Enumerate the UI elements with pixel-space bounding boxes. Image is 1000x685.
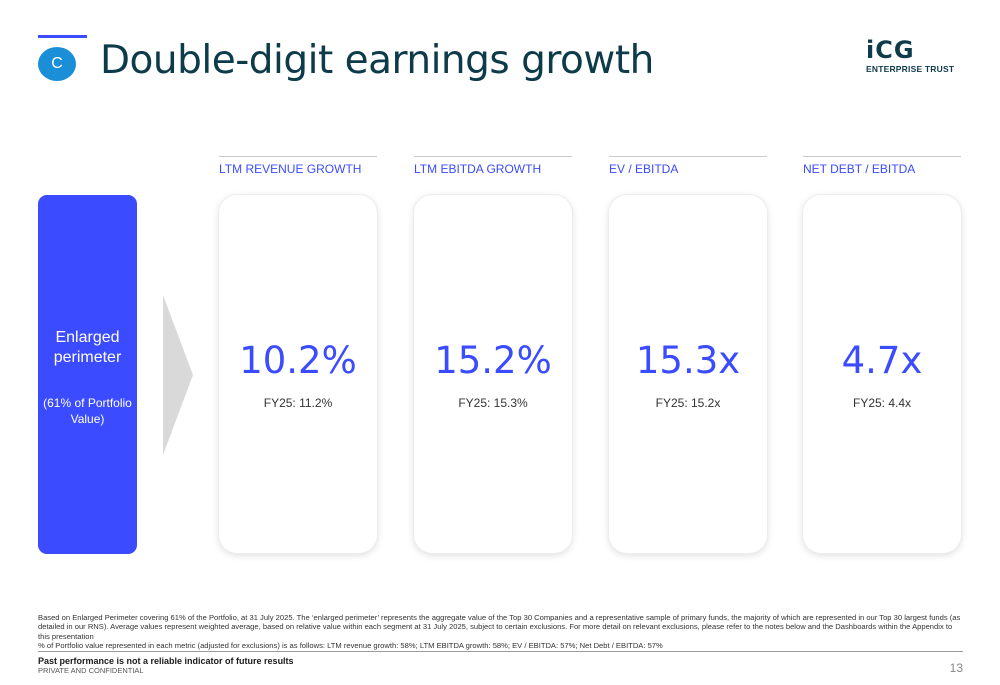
metric-prior-year: FY25: 11.2% [263,396,333,410]
page-number: 13 [949,661,963,675]
company-logo: iCG ENTERPRISE TRUST [866,38,966,74]
segment-title: Enlarged perimeter [53,329,122,366]
metric-header-label: NET DEBT / EBITDA [803,162,916,176]
confidentiality-label: PRIVATE AND CONFIDENTIAL [38,666,144,675]
metric-header-revenue: LTM REVENUE GROWTH [219,156,377,176]
metric-value: 15.3x [635,339,741,382]
segment-subtitle: (61% of Portfolio Value) [43,396,132,426]
logo-mark: iCG [866,36,915,64]
footnotes: Based on Enlarged Perimeter covering 61%… [38,613,963,650]
metric-header-net-debt: NET DEBT / EBITDA [803,156,961,176]
chevron-arrow-icon [163,295,193,455]
performance-disclaimer: Past performance is not a reliable indic… [38,656,294,666]
metric-header-label: EV / EBITDA [609,162,679,176]
metric-card-net-debt: 4.7x FY25: 4.4x [803,195,961,553]
segment-box: Enlarged perimeter (61% of Portfolio Val… [38,195,137,554]
metric-header-ebitda-growth: LTM EBITDA GROWTH [414,156,572,176]
metric-value: 10.2% [239,339,357,382]
metric-value: 4.7x [841,339,923,382]
metric-card-ev-ebitda: 15.3x FY25: 15.2x [609,195,767,553]
metric-prior-year: FY25: 4.4x [852,396,912,410]
metric-header-label: LTM REVENUE GROWTH [219,162,362,176]
page-title: Double-digit earnings growth [100,38,654,83]
metric-card-revenue: 10.2% FY25: 11.2% [219,195,377,553]
footnote-text: Based on Enlarged Perimeter covering 61%… [38,613,961,641]
metric-prior-year: FY25: 15.3% [458,396,528,410]
metric-header-ev-ebitda: EV / EBITDA [609,156,767,176]
footnote-text: % of Portfolio value represented in each… [38,640,663,650]
metric-header-label: LTM EBITDA GROWTH [414,162,542,176]
metric-card-ebitda-growth: 15.2% FY25: 15.3% [414,195,572,553]
accent-line [38,35,87,38]
logo-subtitle: ENTERPRISE TRUST [866,64,955,74]
section-badge: C [38,47,76,81]
metric-value: 15.2% [434,339,552,382]
metric-prior-year: FY25: 15.2x [655,396,721,410]
footer-divider [38,651,963,652]
